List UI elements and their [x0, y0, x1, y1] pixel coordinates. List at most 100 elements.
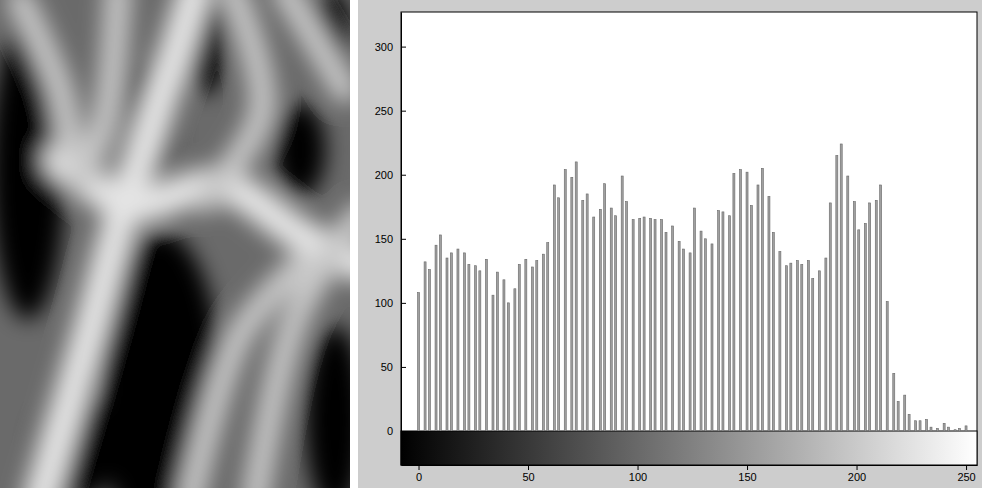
x-tick: 200	[848, 465, 866, 483]
bar	[689, 253, 691, 431]
bar	[926, 419, 928, 431]
x-tick-label: 0	[416, 471, 422, 483]
y-tick-mark	[401, 239, 406, 240]
bar	[464, 253, 466, 431]
bar	[897, 402, 899, 431]
bar	[761, 168, 763, 431]
bar	[772, 232, 774, 431]
x-tick-mark	[419, 465, 420, 470]
x-tick-label: 150	[738, 471, 756, 483]
bar	[435, 245, 437, 431]
x-tick-label: 50	[522, 471, 534, 483]
photo-shapes	[0, 0, 350, 488]
bar	[492, 295, 494, 431]
bar	[700, 231, 702, 431]
bar	[615, 216, 617, 431]
bar	[571, 177, 573, 431]
bar	[875, 200, 877, 431]
bar	[632, 220, 634, 431]
y-tick-mark	[401, 303, 406, 304]
y-tick-label: 300	[375, 41, 393, 53]
x-tick-label: 100	[629, 471, 647, 483]
bar	[908, 414, 910, 431]
photo-dark	[305, 325, 350, 488]
bar	[853, 202, 855, 431]
bar	[639, 218, 641, 431]
x-tick-mark	[528, 465, 529, 470]
bar	[672, 226, 674, 431]
bar	[768, 197, 770, 431]
bar	[446, 258, 448, 431]
bar	[965, 426, 967, 431]
x-axis: 0 50 100 150 200 250	[402, 465, 978, 483]
bar	[693, 208, 695, 431]
bar	[575, 162, 577, 431]
y-tick-mark	[401, 111, 406, 112]
y-axis-line	[401, 13, 402, 432]
y-tick-label: 200	[375, 169, 393, 181]
bar	[496, 272, 498, 431]
bar	[514, 289, 516, 431]
bar	[858, 230, 860, 431]
bar	[536, 261, 538, 431]
y-tick-mark	[401, 175, 406, 176]
bar	[683, 249, 685, 431]
bar	[704, 239, 706, 431]
y-axis: 050100150200250300	[375, 13, 406, 438]
y-tick: 100	[375, 297, 406, 309]
y-tick: 150	[375, 233, 406, 245]
grey-strip	[401, 431, 977, 465]
bar	[531, 267, 533, 431]
bar	[840, 144, 842, 431]
y-tick-mark	[401, 47, 406, 48]
bar	[779, 252, 781, 431]
plot-frame	[401, 12, 977, 465]
bar	[904, 395, 906, 431]
y-tick: 0	[387, 425, 406, 437]
bar	[796, 261, 798, 431]
x-tick: 0	[416, 465, 422, 483]
y-tick-mark	[401, 367, 406, 368]
bar	[919, 421, 921, 431]
bar	[610, 208, 612, 431]
bar	[958, 428, 960, 431]
photo-light	[285, 0, 345, 90]
canvas: 0 50 100 150 200 250 300 0 50 100 150 200 250	[0, 0, 982, 488]
bar	[654, 220, 656, 431]
bar	[457, 249, 459, 431]
bar	[479, 271, 481, 431]
bar	[665, 232, 667, 431]
bar	[650, 218, 652, 431]
bar	[542, 254, 544, 431]
bar	[450, 253, 452, 431]
x-tick-mark	[966, 465, 967, 470]
x-tick: 50	[522, 465, 534, 483]
bar	[812, 279, 814, 431]
y-tick: 300	[375, 41, 406, 53]
bar	[718, 211, 720, 431]
bar	[564, 170, 566, 431]
photo-light	[80, 0, 118, 180]
bar	[428, 270, 430, 431]
x-tick-label: 200	[848, 471, 866, 483]
bar	[801, 264, 803, 431]
x-tick-mark	[638, 465, 639, 470]
bar	[468, 264, 470, 431]
bar	[586, 194, 588, 431]
bar	[485, 259, 487, 431]
bar	[790, 263, 792, 431]
x-axis-line	[402, 465, 978, 466]
x-tick: 100	[629, 465, 647, 483]
photo	[0, 0, 350, 488]
bar	[733, 173, 735, 431]
bar	[847, 176, 849, 431]
bar	[886, 302, 888, 431]
bar	[836, 156, 838, 431]
x-tick: 150	[738, 465, 756, 483]
bar	[943, 423, 945, 431]
bars	[418, 144, 968, 431]
photo-dark	[274, 102, 326, 198]
x-tick: 250	[957, 465, 975, 483]
bar	[869, 203, 871, 431]
photo-light	[20, 0, 70, 150]
